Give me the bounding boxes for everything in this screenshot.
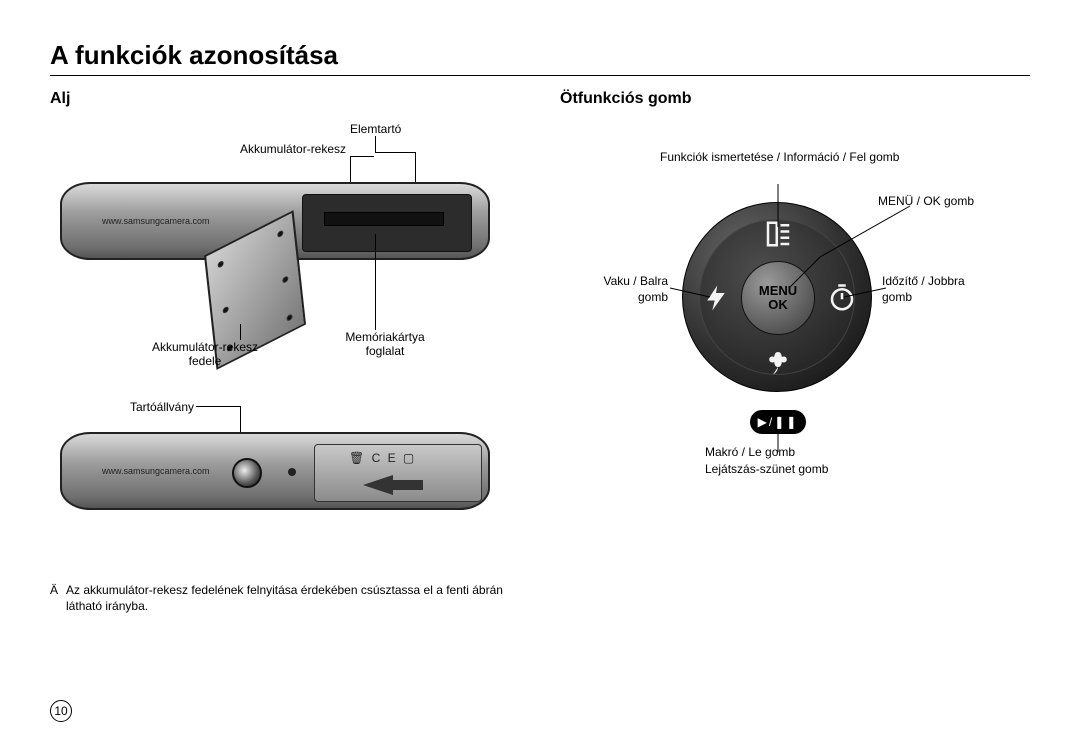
label-down-macro: Makró / Le gomb	[705, 444, 828, 461]
page-number: 10	[50, 700, 72, 722]
label-down-group: Makró / Le gomb Lejátszás-szünet gomb	[705, 444, 828, 478]
tripod-socket	[232, 458, 262, 488]
five-way-pad: MENU OK	[682, 202, 872, 392]
macro-icon	[763, 347, 793, 377]
label-left-line2: gomb	[638, 290, 668, 304]
info-icon	[763, 219, 793, 249]
label-card-slot: Memóriakártya foglalat	[330, 330, 440, 358]
label-right-line1: Időzítő / Jobbra	[882, 274, 965, 288]
regulatory-icons: 🗑 C E ▢	[349, 451, 416, 465]
timer-icon	[827, 283, 857, 313]
battery-door-closed: 🗑 C E ▢	[314, 444, 482, 502]
camera-body-bottom: www.samsungcamera.com 🗑 C E ▢	[60, 432, 490, 510]
url-text-bottom: www.samsungcamera.com	[102, 466, 210, 476]
right-column: Ötfunkciós gomb	[560, 90, 1030, 614]
label-right-line2: gomb	[882, 290, 912, 304]
heading-five-way: Ötfunkciós gomb	[560, 90, 1030, 108]
heading-bottom: Alj	[50, 90, 520, 108]
five-way-diagram: MENU OK Funkciók ismertetése / Informáci…	[560, 122, 990, 482]
label-down-playpause: Lejátszás-szünet gomb	[705, 461, 828, 478]
label-up: Funkciók ismertetése / Információ / Fel …	[660, 150, 900, 166]
camera-diagram-area: Elemtartó Akkumulátor-rekesz www.samsung…	[50, 122, 510, 562]
flash-icon	[701, 283, 731, 313]
page-title: A funkciók azonosítása	[50, 40, 1030, 76]
footnote-text: Az akkumulátor-rekesz fedelének felnyitá…	[66, 582, 510, 614]
footnote-marker: Ä	[50, 582, 58, 614]
label-battery-cover: Akkumulátor-rekesz fedele	[140, 340, 270, 368]
label-battery-compartment: Akkumulátor-rekesz	[240, 142, 346, 156]
label-right: Időzítő / Jobbra gomb	[882, 274, 965, 305]
left-column: Alj Elemtartó Akkumulátor-rekesz www.sam…	[50, 90, 520, 614]
label-menu-ok: MENÜ / OK gomb	[878, 194, 974, 210]
label-battery-holder: Elemtartó	[350, 122, 401, 136]
footnote: Ä Az akkumulátor-rekesz fedelének felnyi…	[50, 582, 510, 614]
label-left: Vaku / Balra gomb	[560, 274, 668, 305]
label-left-line1: Vaku / Balra	[604, 274, 668, 288]
center-menu-text: MENU	[759, 284, 797, 298]
center-ok-text: OK	[768, 298, 788, 312]
play-pause-icon: ▶/❚❚	[750, 410, 806, 434]
menu-ok-button: MENU OK	[741, 261, 815, 335]
label-tripod: Tartóállvány	[130, 400, 194, 414]
url-text-top: www.samsungcamera.com	[102, 216, 210, 226]
